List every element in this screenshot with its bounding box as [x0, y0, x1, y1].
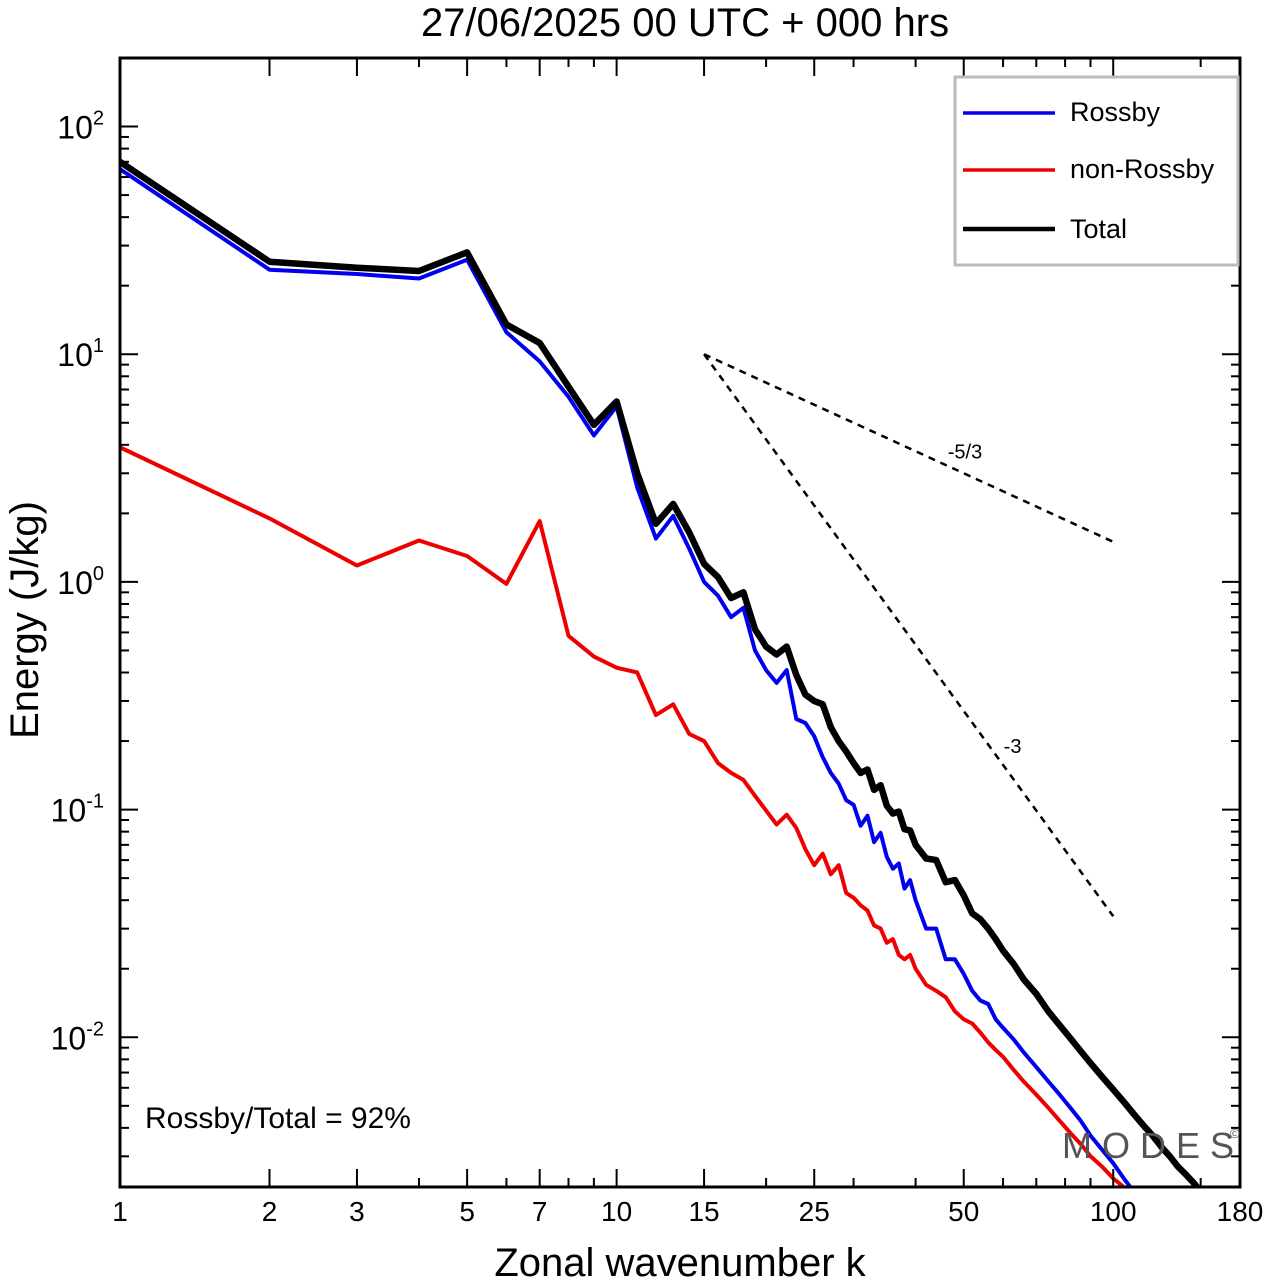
chart-title: 27/06/2025 00 UTC + 000 hrs	[421, 1, 949, 45]
y-tick-label: 10-2	[51, 1018, 104, 1056]
x-tick-label: 3	[349, 1196, 365, 1227]
legend-label-total: Total	[1070, 214, 1127, 244]
series-line-total	[120, 158, 1202, 1187]
series-line-rossby	[120, 167, 1133, 1187]
copyright-mark: ©	[1230, 1126, 1240, 1141]
modes-watermark: MODES	[1062, 1125, 1244, 1166]
x-tick-label: 7	[532, 1196, 548, 1227]
x-tick-label: 10	[601, 1196, 632, 1227]
x-tick-label: 2	[262, 1196, 278, 1227]
y-tick-label: 100	[57, 563, 104, 601]
legend-label-non-rossby: non-Rossby	[1070, 154, 1215, 184]
axis-ticks: 1 2 3 5 7 10 15 25 50 100 180 102 101 100 10-1 10-2	[51, 56, 1264, 1227]
x-axis-label: Zonal wavenumber k	[494, 1241, 866, 1281]
legend-label-rossby: Rossby	[1070, 97, 1161, 127]
series-lines	[120, 158, 1202, 1187]
reference-slope-label-0: -5/3	[948, 442, 982, 464]
x-tick-label: 25	[799, 1196, 830, 1227]
y-tick-label: 102	[57, 108, 104, 146]
y-axis-label: Energy (J/kg)	[3, 501, 47, 739]
x-tick-label: 5	[459, 1196, 475, 1227]
series-line-non-rossby	[120, 445, 1127, 1187]
x-tick-label: 50	[948, 1196, 979, 1227]
x-tick-label: 180	[1217, 1196, 1264, 1227]
x-tick-label: 1	[112, 1196, 128, 1227]
reference-slope-label-1: -3	[1004, 736, 1022, 758]
legend: Rossby non-Rossby Total	[953, 75, 1240, 267]
x-tick-label: 15	[688, 1196, 719, 1227]
y-tick-label: 10-1	[51, 791, 104, 829]
rossby-ratio-annotation: Rossby/Total = 92%	[145, 1102, 411, 1135]
reference-slopes: -5/3 -3	[703, 353, 1115, 918]
plot-border	[118, 56, 1242, 1189]
y-tick-label: 101	[57, 335, 104, 373]
x-tick-label: 100	[1090, 1196, 1137, 1227]
reference-slope-line-0	[703, 353, 1114, 543]
